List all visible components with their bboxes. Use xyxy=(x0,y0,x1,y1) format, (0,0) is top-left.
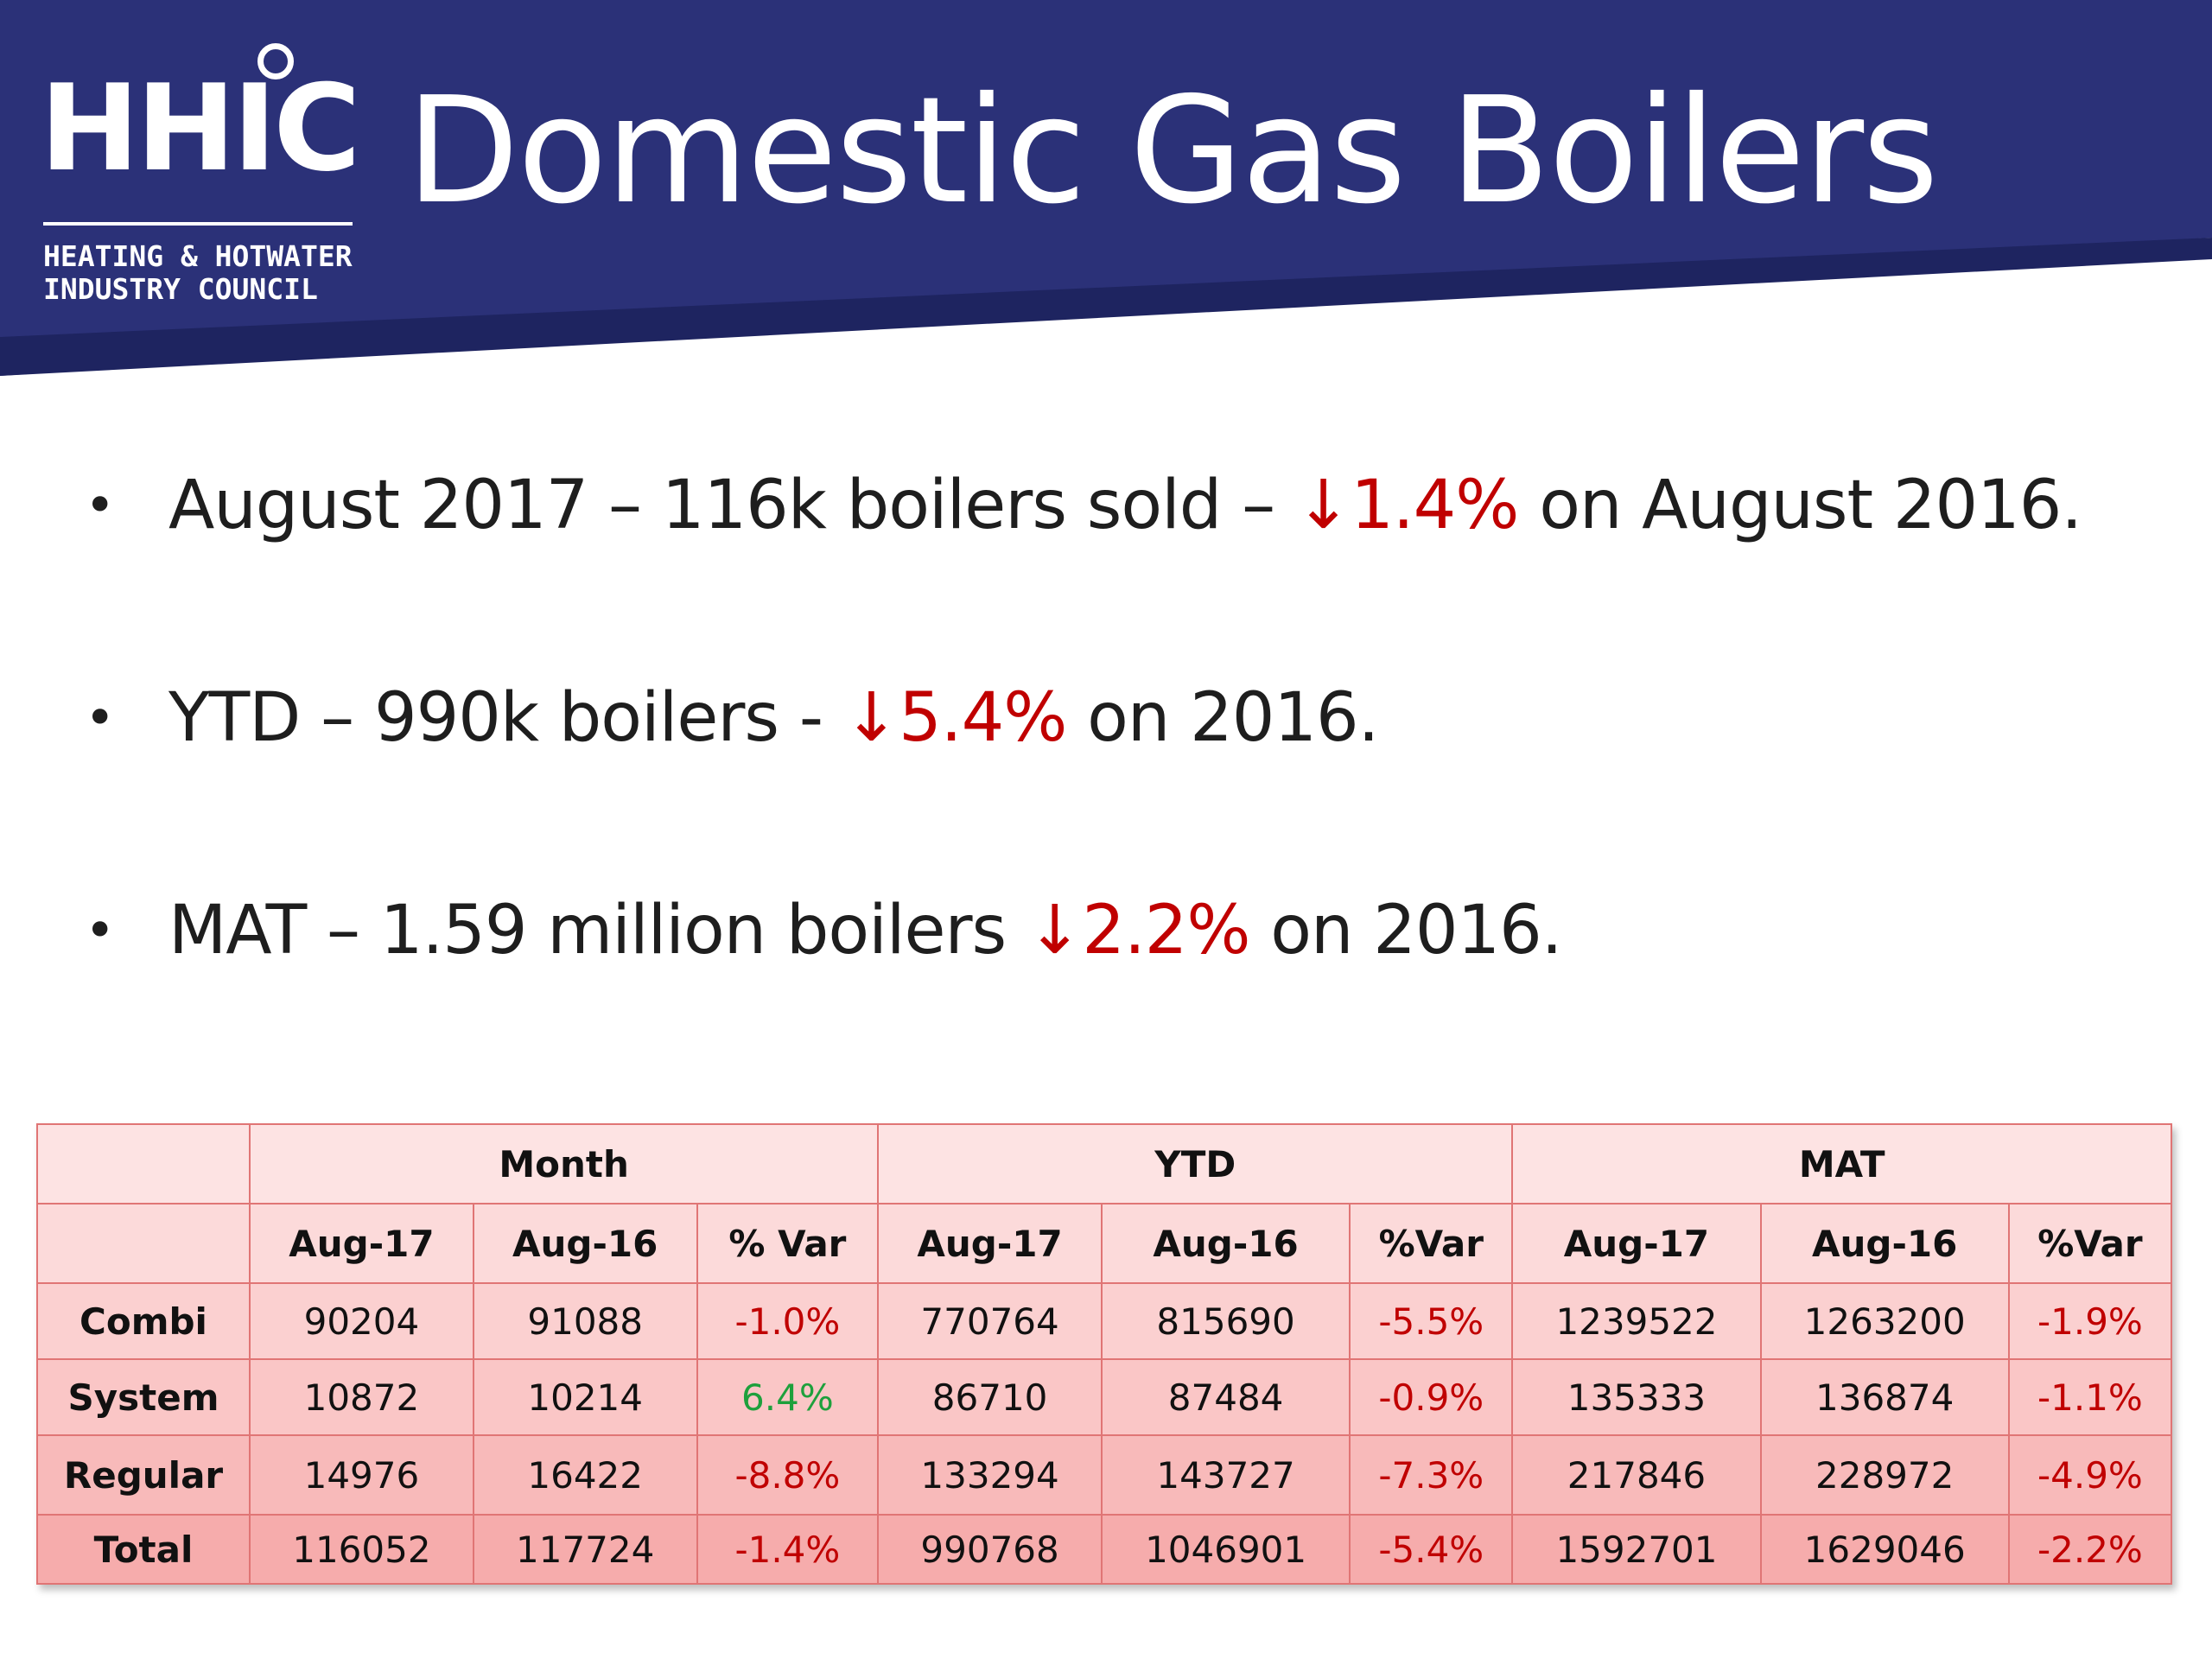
table-row-total: Total 116052 117724 -1.4% 990768 1046901… xyxy=(36,1514,2173,1585)
table-cell: 91088 xyxy=(472,1282,698,1360)
table-cell-var: -1.0% xyxy=(696,1282,880,1360)
table-cell: 1046901 xyxy=(1100,1514,1351,1585)
table-cell: 770764 xyxy=(877,1282,1103,1360)
column-header: Aug-16 xyxy=(1100,1203,1351,1284)
table-cell: 1239522 xyxy=(1511,1282,1762,1360)
bullet-change-value: 1.4% xyxy=(1351,467,1519,544)
sales-table: Month YTD MAT Aug-17 Aug-16 % Var Aug-17… xyxy=(36,1123,2173,1585)
table-row: Regular 14976 16422 -8.8% 133294 143727 … xyxy=(36,1434,2173,1516)
table-cell-var: -0.9% xyxy=(1349,1358,1514,1436)
table-cell: 1263200 xyxy=(1759,1282,2010,1360)
table-cell: 116052 xyxy=(249,1514,474,1585)
table-cell-var: -8.8% xyxy=(696,1434,880,1516)
bullet-item: • August 2017 – 116k boilers sold – ↓1.4… xyxy=(78,449,2152,662)
row-label: Total xyxy=(36,1514,251,1585)
row-label: Combi xyxy=(36,1282,251,1360)
logo-divider xyxy=(43,222,353,226)
bullet-change-value: 5.4% xyxy=(899,679,1067,757)
bullet-dot-icon: • xyxy=(85,900,115,961)
group-header-mat: MAT xyxy=(1511,1123,2172,1205)
logo-subtitle-line1: HEATING & HOTWATER xyxy=(43,239,353,273)
table-cell: 10872 xyxy=(249,1358,474,1436)
table-group-header-row: Month YTD MAT xyxy=(36,1123,2172,1205)
group-header-ytd: YTD xyxy=(877,1123,1514,1205)
bullet-text: August 2017 – 116k boilers sold – xyxy=(168,467,1295,544)
column-header: Aug-16 xyxy=(1759,1203,2010,1284)
table-cell: 133294 xyxy=(877,1434,1103,1516)
column-header: %Var xyxy=(2007,1203,2173,1284)
table-row: Combi 90204 91088 -1.0% 770764 815690 -5… xyxy=(36,1282,2173,1360)
bullet-dot-icon: • xyxy=(85,475,115,536)
table-cell: 217846 xyxy=(1511,1434,1762,1516)
down-arrow-icon: ↓ xyxy=(1294,467,1351,544)
bullet-text-tail: on August 2016. xyxy=(1518,467,2082,544)
table-cell: 14976 xyxy=(249,1434,474,1516)
bullet-text-tail: on 2016. xyxy=(1249,892,1562,969)
table-cell: 1592701 xyxy=(1511,1514,1762,1585)
header-band: HHIC HEATING & HOTWATER INDUSTRY COUNCIL… xyxy=(0,0,2212,380)
bullet-text-tail: on 2016. xyxy=(1066,679,1379,757)
table-cell-var: 6.4% xyxy=(696,1358,880,1436)
table-cell-var: -4.9% xyxy=(2007,1434,2173,1516)
sales-table-wrapper: Month YTD MAT Aug-17 Aug-16 % Var Aug-17… xyxy=(36,1123,2173,1585)
table-corner-cell xyxy=(36,1123,251,1205)
table-cell: 87484 xyxy=(1100,1358,1351,1436)
bullet-dot-icon: • xyxy=(85,688,115,748)
table-cell-var: -1.1% xyxy=(2007,1358,2173,1436)
row-label: System xyxy=(36,1358,251,1436)
table-subheader-row: Aug-17 Aug-16 % Var Aug-17 Aug-16 %Var A… xyxy=(36,1203,2173,1284)
table-row: System 10872 10214 6.4% 86710 87484 -0.9… xyxy=(36,1358,2173,1436)
bullet-item: • YTD – 990k boilers - ↓5.4% on 2016. xyxy=(78,662,2152,874)
bullet-item: • MAT – 1.59 million boilers ↓2.2% on 20… xyxy=(78,874,2152,1087)
table-cell: 16422 xyxy=(472,1434,698,1516)
logo-subtitle-line2: INDUSTRY COUNCIL xyxy=(43,272,318,306)
table-cell-var: -7.3% xyxy=(1349,1434,1514,1516)
bullet-list: • August 2017 – 116k boilers sold – ↓1.4… xyxy=(78,449,2152,1087)
table-cell: 1629046 xyxy=(1759,1514,2010,1585)
logo-subtitle: HEATING & HOTWATER INDUSTRY COUNCIL xyxy=(43,240,363,306)
table-cell: 117724 xyxy=(472,1514,698,1585)
table-cell-var: -5.5% xyxy=(1349,1282,1514,1360)
column-header: % Var xyxy=(696,1203,880,1284)
page-title: Domestic Gas Boilers xyxy=(406,66,1939,237)
table-cell: 135333 xyxy=(1511,1358,1762,1436)
table-cell: 86710 xyxy=(877,1358,1103,1436)
logo-ring-icon xyxy=(257,43,294,79)
group-header-month: Month xyxy=(248,1123,880,1205)
bullet-text: YTD – 990k boilers - xyxy=(168,679,843,757)
table-cell: 143727 xyxy=(1100,1434,1351,1516)
table-cell: 90204 xyxy=(249,1282,474,1360)
table-cell-var: -1.9% xyxy=(2007,1282,2173,1360)
table-cell-var: -1.4% xyxy=(696,1514,880,1585)
bullet-text: MAT – 1.59 million boilers xyxy=(168,892,1027,969)
table-cell-var: -5.4% xyxy=(1349,1514,1514,1585)
table-cell: 990768 xyxy=(877,1514,1103,1585)
row-label: Regular xyxy=(36,1434,251,1516)
bullet-change-value: 2.2% xyxy=(1082,892,1250,969)
hhic-logo: HHIC HEATING & HOTWATER INDUSTRY COUNCIL xyxy=(40,43,361,306)
logo-mark: HHIC xyxy=(40,59,361,198)
column-header: %Var xyxy=(1349,1203,1514,1284)
column-header: Aug-17 xyxy=(877,1203,1103,1284)
column-header: Aug-17 xyxy=(1511,1203,1762,1284)
header-band-shape xyxy=(0,0,2212,376)
column-header: Aug-16 xyxy=(472,1203,698,1284)
table-cell: 136874 xyxy=(1759,1358,2010,1436)
table-cell: 228972 xyxy=(1759,1434,2010,1516)
table-cell-var: -2.2% xyxy=(2007,1514,2173,1585)
table-corner-cell xyxy=(36,1203,251,1284)
table-cell: 815690 xyxy=(1100,1282,1351,1360)
column-header: Aug-17 xyxy=(249,1203,474,1284)
table-cell: 10214 xyxy=(472,1358,698,1436)
down-arrow-icon: ↓ xyxy=(842,679,899,757)
down-arrow-icon: ↓ xyxy=(1026,892,1083,969)
